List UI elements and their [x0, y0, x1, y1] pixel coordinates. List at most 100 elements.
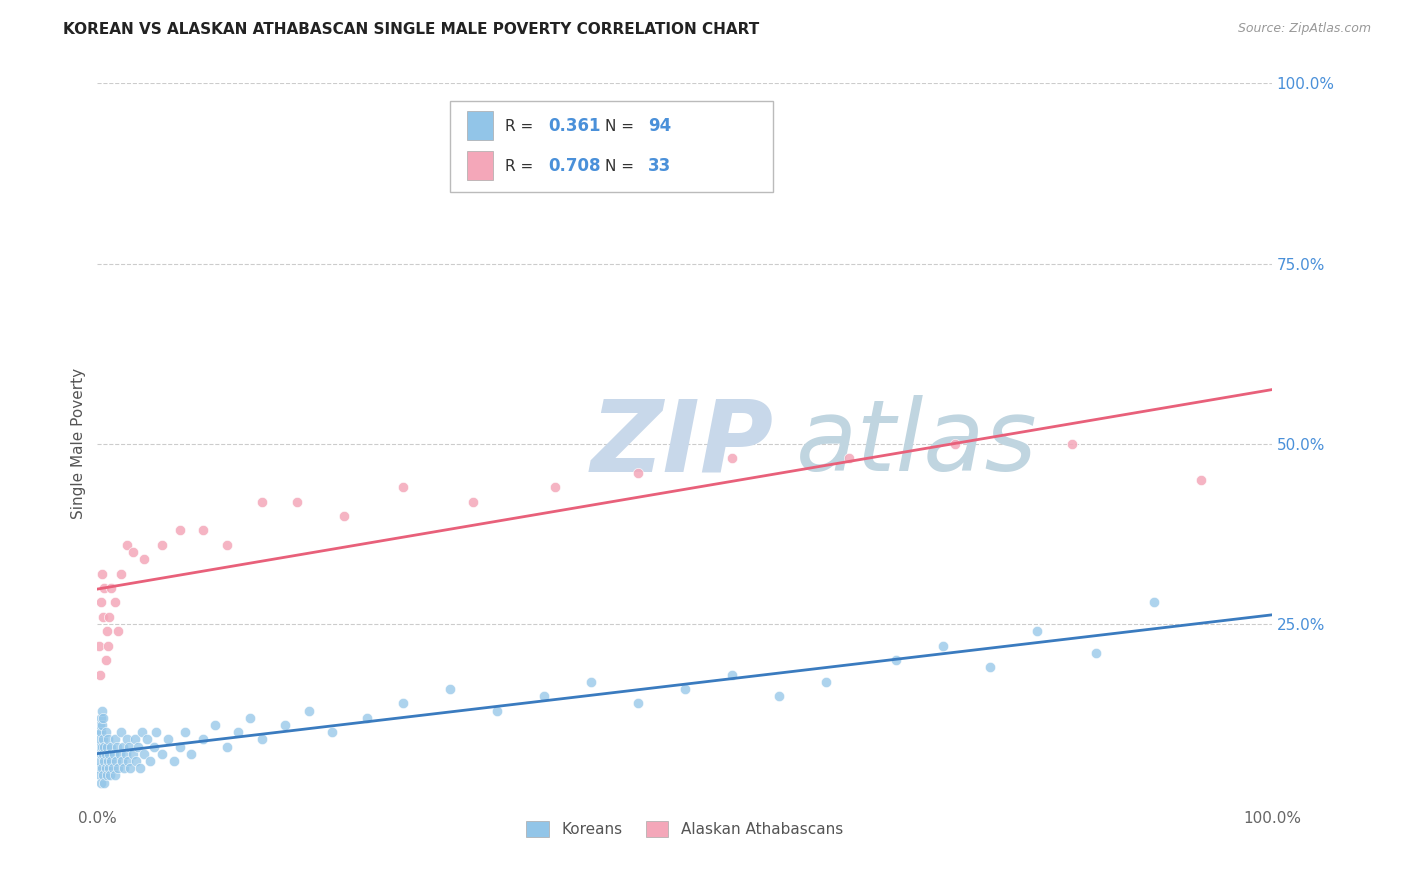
Y-axis label: Single Male Poverty: Single Male Poverty: [72, 368, 86, 519]
Point: [627, 466, 650, 480]
Point: [89, 768, 111, 782]
Point: [1026, 624, 1049, 639]
Point: [96, 624, 118, 639]
Point: [125, 754, 148, 768]
Point: [87, 639, 110, 653]
Point: [139, 754, 162, 768]
Point: [463, 494, 485, 508]
Point: [1143, 595, 1166, 609]
Point: [94, 761, 117, 775]
Point: [150, 747, 173, 761]
Point: [107, 761, 129, 775]
Point: [169, 524, 191, 538]
Point: [93, 739, 115, 754]
Point: [145, 725, 167, 739]
Point: [274, 718, 297, 732]
Point: [156, 732, 179, 747]
Point: [215, 739, 238, 754]
Point: [112, 739, 135, 754]
Point: [96, 739, 118, 754]
Point: [87, 725, 110, 739]
Point: [97, 754, 120, 768]
Point: [111, 754, 134, 768]
Point: [91, 747, 114, 761]
Point: [627, 697, 650, 711]
Point: [103, 747, 125, 761]
Point: [89, 718, 111, 732]
Point: [100, 754, 122, 768]
Text: Source: ZipAtlas.com: Source: ZipAtlas.com: [1237, 22, 1371, 36]
Text: R =: R =: [505, 159, 538, 174]
Point: [115, 732, 138, 747]
Point: [321, 725, 343, 739]
Point: [142, 739, 165, 754]
Point: [89, 732, 111, 747]
Text: atlas: atlas: [796, 395, 1038, 492]
Text: KOREAN VS ALASKAN ATHABASCAN SINGLE MALE POVERTY CORRELATION CHART: KOREAN VS ALASKAN ATHABASCAN SINGLE MALE…: [63, 22, 759, 37]
Point: [932, 639, 955, 653]
Point: [110, 725, 132, 739]
Point: [174, 725, 197, 739]
Point: [191, 524, 214, 538]
Point: [150, 538, 173, 552]
Point: [94, 725, 117, 739]
Point: [120, 761, 142, 775]
Point: [285, 494, 308, 508]
Point: [91, 761, 114, 775]
Point: [90, 595, 112, 609]
Text: N =: N =: [605, 119, 638, 134]
Point: [87, 739, 110, 754]
Point: [485, 704, 508, 718]
Text: 0.708: 0.708: [548, 157, 600, 175]
Point: [1084, 646, 1107, 660]
Point: [884, 653, 907, 667]
Point: [250, 494, 273, 508]
Point: [1062, 437, 1084, 451]
Point: [127, 739, 149, 754]
Point: [104, 732, 127, 747]
Point: [104, 595, 127, 609]
Point: [91, 610, 114, 624]
Point: [90, 747, 112, 761]
Point: [98, 768, 121, 782]
Point: [91, 566, 114, 581]
Point: [101, 761, 124, 775]
Point: [163, 754, 186, 768]
Point: [89, 667, 111, 681]
Point: [121, 545, 143, 559]
Point: [91, 768, 114, 782]
Text: ZIP: ZIP: [591, 395, 773, 492]
FancyBboxPatch shape: [467, 112, 494, 140]
Point: [100, 581, 122, 595]
Point: [439, 681, 461, 696]
Point: [107, 624, 129, 639]
Point: [169, 739, 191, 754]
Point: [1189, 473, 1212, 487]
Point: [91, 704, 114, 718]
Point: [114, 747, 136, 761]
Text: 94: 94: [648, 118, 672, 136]
Text: R =: R =: [505, 119, 538, 134]
Point: [115, 538, 138, 552]
Point: [134, 552, 156, 566]
Point: [91, 732, 114, 747]
Point: [391, 697, 413, 711]
Point: [96, 768, 118, 782]
Point: [91, 718, 114, 732]
Point: [250, 732, 273, 747]
Point: [118, 739, 141, 754]
Point: [112, 761, 135, 775]
Point: [100, 739, 122, 754]
Point: [98, 747, 121, 761]
Point: [298, 704, 321, 718]
Point: [94, 747, 117, 761]
Point: [720, 667, 742, 681]
Point: [333, 508, 356, 523]
Point: [121, 747, 143, 761]
Point: [110, 566, 132, 581]
Legend: Koreans, Alaskan Athabascans: Koreans, Alaskan Athabascans: [520, 815, 849, 844]
Point: [117, 754, 139, 768]
Point: [838, 451, 860, 466]
Point: [87, 761, 110, 775]
Point: [226, 725, 249, 739]
